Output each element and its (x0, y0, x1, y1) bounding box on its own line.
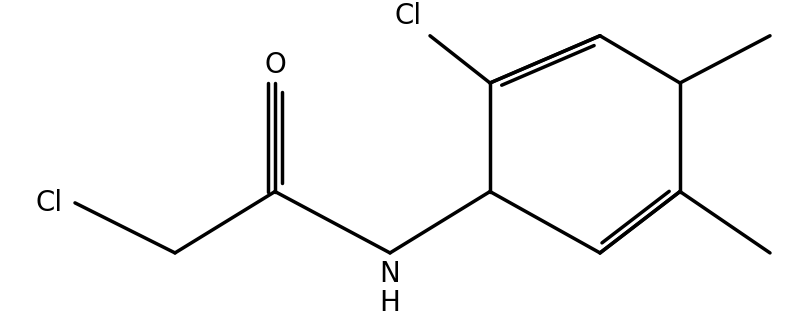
Text: Cl: Cl (36, 189, 63, 217)
Text: N: N (380, 260, 400, 289)
Text: O: O (264, 51, 286, 79)
Text: Cl: Cl (395, 2, 422, 30)
Text: H: H (380, 289, 400, 317)
